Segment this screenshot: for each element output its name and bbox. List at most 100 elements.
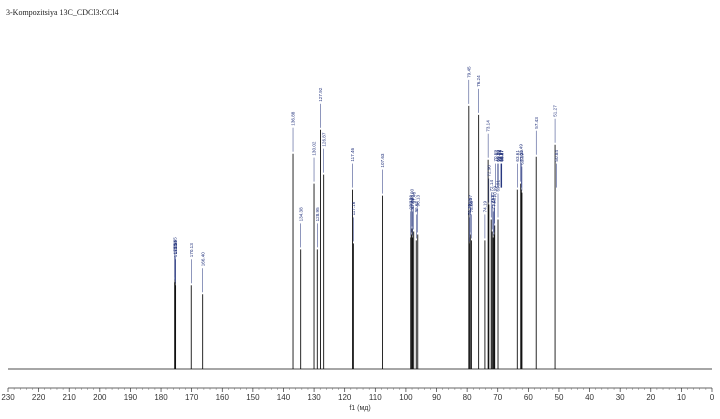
x-tick-label: 180 — [154, 393, 168, 402]
x-tick-label: 190 — [124, 393, 138, 402]
x-tick-label: 100 — [399, 393, 413, 402]
peak-label-text: 134.38 — [298, 207, 303, 221]
peak-label: 78.97 — [468, 195, 473, 233]
peak-label-text: 170.13 — [189, 243, 194, 257]
peak-label: 78.60 — [469, 200, 474, 239]
peak-label-text: 50.84 — [554, 150, 559, 162]
peak-label: 175.25 — [173, 243, 178, 284]
peak-label: 71.21 — [492, 195, 497, 233]
peak-label: 175.55 — [172, 240, 177, 281]
x-tick-label: 160 — [216, 393, 230, 402]
peak-label-text: 63.61 — [515, 150, 520, 162]
peak-label: 107.63 — [380, 153, 385, 194]
peak-label: 126.87 — [321, 132, 326, 173]
peak-label-text: 126.87 — [321, 132, 326, 146]
peak-label-text: 62.09 — [520, 153, 525, 165]
peaks-layer — [174, 105, 556, 369]
peak-label-text: 96.62 — [414, 200, 419, 212]
peak-label-text: 128.95 — [315, 207, 320, 221]
x-tick-label: 70 — [493, 393, 502, 402]
peak-label: 98.43 — [408, 197, 413, 236]
peak-label-text: 136.88 — [291, 111, 296, 125]
peak-label: 72.14 — [489, 180, 494, 218]
peak-label: 117.16 — [351, 201, 356, 242]
peak-label-text: 76.24 — [476, 75, 481, 87]
peak-label-text: 97.46 — [411, 192, 416, 204]
peak-label-text: 96.13 — [415, 195, 420, 207]
peak-label-text: 71.49 — [491, 197, 496, 209]
peak-label: 97.46 — [411, 192, 416, 230]
peak-label: 170.13 — [189, 243, 194, 284]
peak-label: 136.88 — [291, 111, 296, 152]
x-tick-label: 120 — [338, 393, 352, 402]
peak-label-text: 175.36 — [173, 240, 178, 254]
peak-label: 51.27 — [553, 105, 558, 143]
peak-label-text: 98.00 — [410, 189, 415, 201]
peak-label: 98.00 — [410, 189, 415, 227]
peak-label: 72.90 — [486, 165, 491, 203]
peak-label: 62.09 — [520, 153, 525, 191]
peak-label-text: 68.67 — [499, 150, 504, 162]
peak-label-text: 117.46 — [350, 147, 355, 161]
peak-label-text: 98.43 — [408, 197, 413, 209]
chart-title: 3-Kompozitsiya 13C_CDCl3:CCl4 — [6, 8, 119, 17]
peak-label-text: 71.82 — [490, 192, 495, 204]
peak-label: 79.19 — [467, 203, 472, 242]
peak-label: 96.13 — [415, 195, 420, 233]
x-tick-label: 80 — [463, 393, 472, 402]
peak-label: 62.29 — [519, 150, 524, 188]
peak-label: 134.38 — [298, 207, 303, 248]
peak-label: 70.99 — [492, 186, 497, 224]
peak-label-text: 68.97 — [498, 150, 503, 162]
peak-label: 96.62 — [414, 200, 419, 239]
x-tick-label: 130 — [307, 393, 321, 402]
peak-label-text: 130.02 — [312, 141, 317, 155]
x-tick-label: 40 — [585, 393, 594, 402]
peak-label-text: 69.89 — [496, 150, 501, 162]
peak-label-text: 68.87 — [499, 150, 504, 162]
peak-label-text: 166.40 — [200, 252, 205, 266]
peak-label-text: 78.97 — [468, 195, 473, 207]
peak-label-text: 70.99 — [492, 186, 497, 198]
x-tick-label: 0 — [710, 393, 715, 402]
peak-label-text: 175.45 — [173, 237, 178, 251]
peak-label: 98.29 — [409, 195, 414, 233]
x-tick-label: 60 — [524, 393, 533, 402]
peak-label-text: 79.45 — [466, 66, 471, 78]
x-tick-label: 220 — [32, 393, 46, 402]
peak-label: 68.97 — [498, 150, 503, 188]
peak-label: 130.02 — [312, 141, 317, 182]
peak-label: 68.77 — [499, 150, 504, 188]
x-axis-label: f1 (мд) — [349, 405, 370, 412]
peak-label: 68.67 — [499, 150, 504, 188]
peak-label-text: 127.92 — [318, 87, 323, 101]
peak-label-text: 175.25 — [173, 243, 178, 257]
x-tick-label: 150 — [246, 393, 260, 402]
peak-label: 70.69 — [493, 150, 498, 188]
peak-label-text: 57.43 — [534, 117, 539, 129]
x-axis-ticks: 230 220 210 200 190 180 170 160 150 140 130 120 110 1… — [1, 388, 715, 402]
peak-label-text: 117.16 — [351, 201, 356, 215]
peak-label-text: 97.82 — [410, 197, 415, 209]
peak-label: 76.24 — [476, 75, 481, 113]
peak-label: 74.19 — [483, 200, 488, 239]
peak-label: 71.82 — [490, 192, 495, 230]
peak-label-text: 79.05 — [468, 197, 473, 209]
peak-label: 69.86 — [496, 150, 501, 188]
peak-label: 71.49 — [491, 197, 496, 236]
peak-label-text: 70.69 — [493, 150, 498, 162]
x-tick-label: 10 — [677, 393, 686, 402]
peak-label: 68.87 — [499, 150, 504, 188]
peak-label: 50.84 — [554, 150, 559, 188]
peak-label: 73.14 — [486, 120, 491, 158]
peak-label: 97.82 — [410, 197, 415, 236]
peak-label-text: 68.77 — [499, 150, 504, 162]
peak-label-text: 98.29 — [409, 195, 414, 207]
peak-label-text: 51.27 — [553, 105, 558, 117]
peak-label: 175.36 — [173, 240, 178, 281]
peak-label: 117.46 — [350, 147, 355, 188]
peak-label: 62.49 — [518, 144, 523, 182]
peak-label-text: 69.86 — [496, 150, 501, 162]
peak-label: 69.99 — [495, 150, 500, 188]
